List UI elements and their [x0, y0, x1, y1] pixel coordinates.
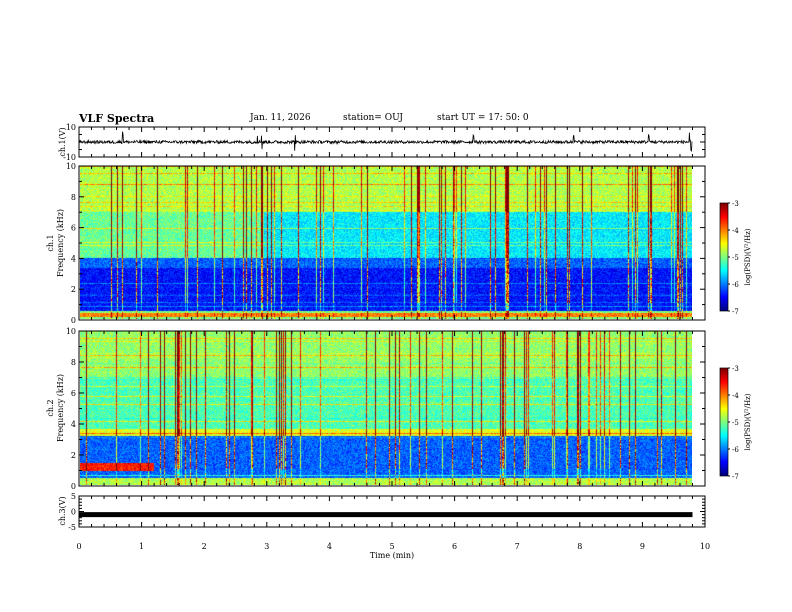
y-tick-label: 0 [71, 482, 76, 491]
colorbar-tick-label: -7 [732, 308, 739, 316]
colorbar-tick-label: -7 [732, 473, 739, 481]
y-tick-label: 8 [71, 193, 76, 202]
start-time-label: start UT = 17: 50: 0 [437, 113, 529, 123]
y-tick-label: 0 [71, 316, 76, 325]
ch1-spectrogram-ylabel: Frequency (kHz) [56, 209, 65, 277]
ch2-colorbar [720, 368, 728, 476]
colorbar-tick-label: -6 [732, 281, 739, 289]
ch1-spectrogram-ylabel: ch.1 [46, 234, 55, 251]
ch1-colorbar [720, 203, 728, 311]
y-tick-label: 6 [71, 224, 76, 233]
x-tick-label: 0 [76, 542, 81, 551]
colorbar-frame [719, 202, 729, 312]
colorbar-tick-label: -6 [732, 446, 739, 454]
ch1-waveform-line [78, 131, 693, 152]
colorbar-tick-label: -3 [732, 200, 739, 208]
colorbar-tick-label: -3 [732, 365, 739, 373]
station-label: station= OUJ [343, 113, 404, 123]
x-tick-label: 4 [327, 542, 332, 551]
x-tick-label: 1 [139, 542, 144, 551]
x-tick-label: 9 [640, 542, 645, 551]
y-tick-label: 8 [71, 358, 76, 367]
x-tick-label: 10 [700, 542, 710, 551]
y-tick-label: 4 [71, 420, 76, 429]
y-tick-label: 0 [71, 508, 76, 517]
ch2-spectrogram-image [80, 331, 692, 485]
x-tick-label: 2 [202, 542, 207, 551]
y-tick-label: 6 [71, 389, 76, 398]
colorbar-tick-label: -5 [732, 419, 739, 427]
colorbar-tick-label: -4 [732, 392, 739, 400]
colorbar-tick-label: -4 [732, 227, 739, 235]
panel-frame-2 [78, 165, 706, 321]
y-tick-label: 10 [66, 162, 76, 171]
x-tick-label: 7 [515, 542, 520, 551]
ch3-ylabel: ch.3(V) [58, 496, 67, 525]
colorbar-frame [719, 367, 729, 477]
x-tick-label: 8 [577, 542, 582, 551]
x-tick-label: 5 [389, 542, 394, 551]
figure-title: VLF Spectra [79, 112, 155, 125]
ch1-ylabel: ch.1(V) [58, 127, 67, 156]
y-tick-label: 2 [71, 285, 76, 294]
ch2-spectrogram-ylabel: ch.2 [46, 399, 55, 416]
panel-frame-3 [78, 330, 706, 487]
colorbar-label: log(PSD)(V²/Hz) [744, 228, 752, 285]
x-tick-label: 3 [264, 542, 269, 551]
y-tick-label: 10 [66, 327, 76, 336]
y-tick-label: -10 [63, 153, 76, 162]
x-axis-title: Time (min) [370, 551, 414, 560]
x-tick-label: 6 [452, 542, 457, 551]
y-tick-label: -5 [68, 523, 76, 532]
colorbar-label: log(PSD)(V²/Hz) [744, 393, 752, 450]
y-tick-label: 5 [71, 492, 76, 501]
ch1-spectrogram-image [80, 166, 692, 319]
y-tick-label: 2 [71, 451, 76, 460]
y-tick-label: 10 [66, 123, 76, 132]
colorbar-tick-label: -5 [732, 254, 739, 262]
y-tick-label: 4 [71, 254, 76, 263]
date-label: Jan. 11, 2026 [250, 113, 311, 123]
ch2-spectrogram-ylabel: Frequency (kHz) [56, 374, 65, 442]
